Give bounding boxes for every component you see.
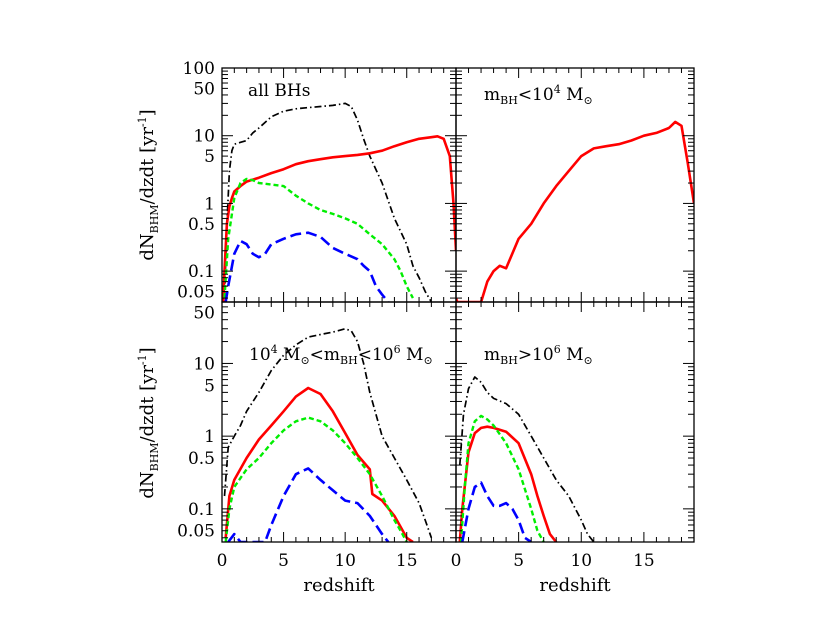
label-exp: 6 — [554, 343, 561, 356]
panel-label-top-right: mBH<104 M⊙ — [484, 83, 593, 107]
ticks-layer — [221, 67, 695, 542]
label-unit2: M — [401, 345, 424, 365]
label-gt: >10 — [518, 345, 554, 365]
curves-bottom_right — [458, 376, 595, 542]
x-tick-label-right: 10 — [570, 551, 592, 571]
label-sun2: ⊙ — [423, 354, 432, 367]
y-tick-label-top: 50 — [193, 79, 215, 99]
y-tick-label-bottom: 10 — [193, 354, 215, 374]
label-sun1: ⊙ — [300, 354, 309, 367]
panel-frame-bottom-right — [455, 301, 695, 543]
y-tick-label-top: 0.5 — [188, 215, 215, 235]
panel-frame-top-left — [221, 67, 457, 303]
curves-top_right — [456, 120, 694, 302]
x-tick-label-right: 5 — [513, 551, 524, 571]
label-sub: BH — [500, 94, 518, 107]
y-tick-label-bottom: 5 — [204, 376, 215, 396]
panel-label-bottom-left: 104 M⊙<mBH<106 M⊙ — [249, 343, 433, 367]
label-unit1: M — [278, 345, 301, 365]
series-line-bottom_right-green — [459, 414, 545, 542]
y-tick-label-bottom: 0.5 — [188, 449, 215, 469]
curves-layer — [222, 102, 694, 542]
x-tick-label-right: 0 — [451, 551, 462, 571]
x-tick-label-right: 15 — [633, 551, 655, 571]
y-tick-label-bottom: 50 — [193, 304, 215, 324]
label-exp2: 6 — [394, 343, 401, 356]
y-tick-label-top: 0.1 — [188, 262, 215, 282]
x-axis-title-right: redshift — [539, 575, 611, 596]
y-tick-label-top: 100 — [183, 59, 215, 79]
series-line-top_left-green — [223, 177, 414, 299]
label-sub: BH — [340, 354, 358, 367]
series-line-top_right-red — [456, 120, 694, 302]
y-tick-label-top: 1 — [204, 194, 215, 214]
label-lt: <10 — [518, 85, 554, 105]
x-axis-title-left: redshift — [303, 575, 375, 596]
y-tick-label-bottom: 1 — [204, 427, 215, 447]
panel-label-top-left: all BHs — [248, 81, 310, 101]
series-line-bottom_right-red — [458, 425, 558, 542]
series-line-bottom_right-total — [458, 376, 595, 542]
y-axis-title-top: dNBHM/dzdt [yr-1] — [136, 109, 161, 260]
y-tick-label-top: 0.05 — [177, 283, 215, 303]
series-line-bottom_left-green — [224, 416, 408, 542]
y-axis-title-bottom: dNBHM/dzdt [yr-1] — [136, 347, 161, 498]
label-sun: ⊙ — [584, 354, 593, 367]
label-unit: M — [561, 345, 584, 365]
label-m: m — [484, 345, 500, 365]
curves-bottom_left — [223, 327, 433, 542]
label-sun: ⊙ — [584, 94, 593, 107]
label-sub: BH — [500, 354, 518, 367]
x-tick-label-left: 0 — [217, 551, 228, 571]
x-tick-label-left: 15 — [396, 551, 418, 571]
label-pre: 10 — [249, 345, 271, 365]
series-line-top_left-blue — [224, 231, 390, 302]
label-exp: 4 — [554, 83, 561, 96]
y-tick-label-top: 10 — [193, 127, 215, 147]
label-exp1: 4 — [271, 343, 278, 356]
series-line-top_left-red — [222, 135, 456, 302]
panel-label-bottom-right: mBH>106 M⊙ — [484, 343, 593, 367]
x-tick-label-left: 10 — [334, 551, 356, 571]
label-m: m — [484, 85, 500, 105]
label-lt1: <m — [310, 345, 340, 365]
label-lt2: <10 — [358, 345, 394, 365]
y-tick-label-bottom: 0.1 — [188, 500, 215, 520]
label-unit: M — [561, 85, 584, 105]
curves-top_left — [222, 102, 456, 302]
series-line-bottom_right-blue — [461, 481, 532, 542]
series-line-bottom_left-blue — [227, 467, 390, 542]
y-tick-label-top: 5 — [204, 147, 215, 167]
y-tick-label-bottom: 0.05 — [177, 522, 215, 542]
series-line-top_left-total — [223, 102, 433, 302]
x-tick-label-left: 5 — [278, 551, 289, 571]
series-line-bottom_left-red — [224, 386, 414, 542]
